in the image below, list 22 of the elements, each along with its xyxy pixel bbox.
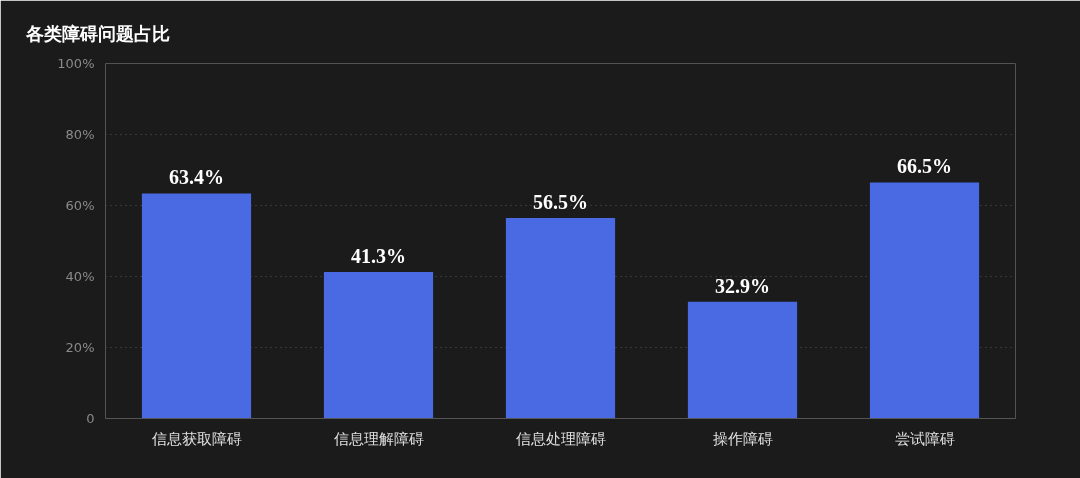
x-tick-label: 信息理解障碍 [333, 429, 424, 448]
y-tick-label: 60% [65, 198, 95, 213]
x-tick-label: 信息获取障碍 [151, 429, 242, 448]
bar [687, 301, 798, 419]
data-label: 56.5% [533, 190, 588, 213]
bar [869, 182, 980, 419]
data-label: 32.9% [715, 274, 770, 297]
y-tick-label: 20% [65, 340, 95, 355]
y-tick-label: 80% [65, 127, 95, 142]
y-tick-label: 0 [86, 411, 95, 426]
x-tick-label: 信息处理障碍 [515, 429, 606, 448]
data-label: 63.4% [169, 166, 224, 189]
x-tick-label: 操作障碍 [712, 429, 773, 448]
data-label: 66.5% [897, 155, 952, 178]
data-label: 41.3% [351, 244, 406, 267]
chart-title: 各类障碍问题占比 [24, 22, 170, 44]
x-tick-label: 尝试障碍 [894, 429, 955, 448]
bar [323, 271, 434, 419]
bar [141, 193, 252, 419]
y-tick-label: 40% [65, 269, 95, 284]
y-tick-label: 100% [57, 56, 95, 71]
bar [505, 217, 616, 419]
